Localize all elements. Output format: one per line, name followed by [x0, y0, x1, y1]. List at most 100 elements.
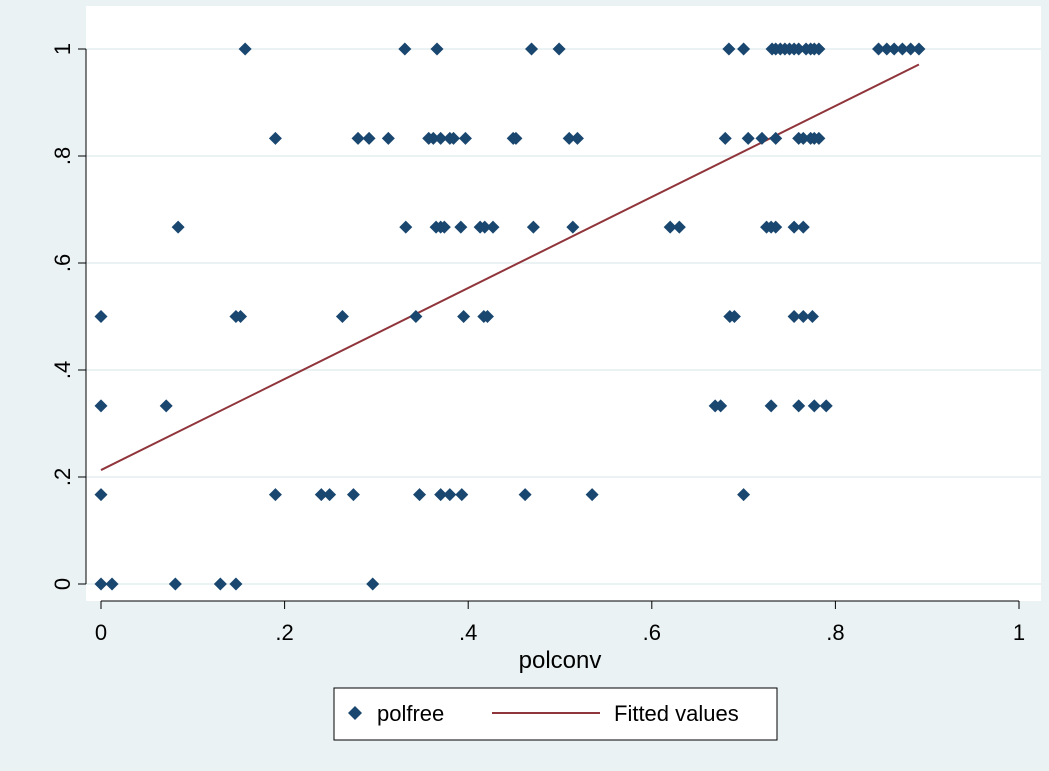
data-point-99 [105, 577, 119, 591]
plot-area-background [86, 6, 1041, 601]
data-point-6 [737, 42, 751, 56]
data-point-89 [323, 488, 337, 502]
data-point-94 [455, 488, 469, 502]
data-point-33 [458, 131, 472, 145]
data-point-86 [94, 488, 108, 502]
data-point-21 [895, 42, 909, 56]
data-point-51 [437, 220, 451, 234]
data-point-4 [552, 42, 566, 56]
data-point-69 [409, 310, 423, 323]
data-point-38 [718, 131, 732, 145]
data-point-65 [94, 310, 108, 323]
data-point-101 [213, 577, 227, 591]
data-point-5 [722, 42, 736, 56]
data-point-70 [457, 310, 471, 323]
y-tick-label-1: .2 [50, 468, 75, 486]
data-point-82 [764, 399, 778, 413]
data-point-54 [478, 220, 492, 234]
fitted-line-layer [100, 63, 920, 471]
data-point-77 [805, 310, 819, 323]
fitted-values-line [100, 63, 920, 471]
data-point-2 [430, 42, 444, 56]
data-point-20 [887, 42, 901, 56]
data-point-96 [585, 488, 599, 502]
data-point-59 [672, 220, 686, 234]
x-tick-label-1: .2 [275, 620, 293, 645]
data-point-63 [787, 220, 801, 234]
y-tick-label-2: .4 [50, 361, 75, 379]
data-point-57 [566, 220, 580, 234]
legend: polfree Fitted values [333, 687, 778, 741]
data-point-25 [351, 131, 365, 145]
data-point-93 [443, 488, 457, 502]
data-point-84 [807, 399, 821, 413]
y-tick-label-3: .6 [50, 254, 75, 272]
data-point-100 [168, 577, 182, 591]
data-point-91 [413, 488, 427, 502]
legend-label-polfree: polfree [377, 701, 444, 726]
data-point-62 [769, 220, 783, 234]
y-tick-label-4: .8 [50, 147, 75, 165]
data-point-98 [94, 577, 108, 591]
x-tick-label-5: 1 [1013, 620, 1025, 645]
data-point-43 [796, 131, 810, 145]
data-point-39 [741, 131, 755, 145]
data-point-26 [362, 131, 376, 145]
data-point-0 [238, 42, 252, 56]
data-point-102 [229, 577, 243, 591]
legend-label-fitted-values: Fitted values [614, 701, 739, 726]
x-tick-label-2: .4 [459, 620, 477, 645]
y-tick-label-0: 0 [50, 578, 75, 590]
data-point-47 [171, 220, 185, 234]
data-point-74 [727, 310, 741, 323]
data-point-72 [480, 310, 494, 323]
data-point-23 [912, 42, 926, 56]
data-point-37 [570, 131, 584, 145]
data-point-97 [737, 488, 751, 502]
data-point-36 [562, 131, 576, 145]
data-point-22 [904, 42, 918, 56]
data-point-29 [426, 131, 440, 145]
data-point-24 [268, 131, 282, 145]
data-point-1 [398, 42, 412, 56]
data-point-13 [792, 42, 806, 56]
data-point-40 [755, 131, 769, 145]
data-point-92 [434, 488, 448, 502]
data-point-78 [94, 399, 108, 413]
data-point-3 [525, 42, 539, 56]
data-point-30 [434, 131, 448, 145]
axes: 0 .2 .4 .6 .8 1 0 .2 .4 .6 .8 1 [50, 43, 1025, 645]
x-tick-label-4: .8 [826, 620, 844, 645]
y-tick-label-5: 1 [50, 43, 75, 55]
data-point-88 [314, 488, 328, 502]
data-point-35 [509, 131, 523, 145]
data-point-41 [769, 131, 783, 145]
data-point-85 [819, 399, 833, 413]
data-point-58 [663, 220, 677, 234]
data-point-32 [447, 131, 461, 145]
data-point-90 [346, 488, 360, 502]
data-point-87 [268, 488, 282, 502]
data-point-19 [880, 42, 894, 56]
data-point-67 [234, 310, 248, 323]
data-point-52 [454, 220, 468, 234]
data-point-55 [486, 220, 500, 234]
x-tick-label-3: .6 [643, 620, 661, 645]
data-point-83 [792, 399, 806, 413]
data-point-17 [812, 42, 826, 56]
data-point-81 [714, 399, 728, 413]
data-point-103 [366, 577, 380, 591]
data-point-64 [796, 220, 810, 234]
x-tick-label-0: 0 [95, 620, 107, 645]
data-point-27 [381, 131, 395, 145]
data-point-76 [796, 310, 810, 323]
x-axis-title: polconv [519, 647, 602, 674]
legend-diamond-marker [348, 706, 362, 720]
scatter-points [94, 42, 926, 591]
data-point-18 [872, 42, 886, 56]
data-point-46 [812, 131, 826, 145]
data-point-75 [787, 310, 801, 323]
data-point-95 [518, 488, 532, 502]
